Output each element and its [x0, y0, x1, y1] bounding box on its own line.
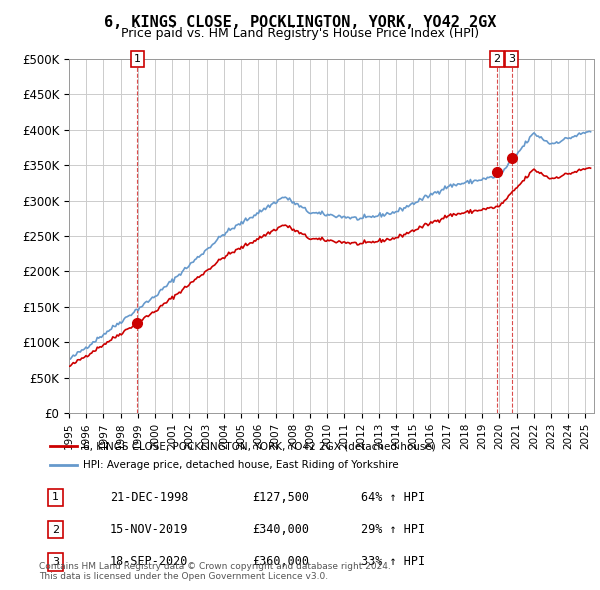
Text: 2: 2 [52, 525, 59, 535]
Text: HPI: Average price, detached house, East Riding of Yorkshire: HPI: Average price, detached house, East… [83, 460, 398, 470]
Text: 21-DEC-1998: 21-DEC-1998 [110, 491, 188, 504]
Text: £360,000: £360,000 [252, 555, 309, 568]
Text: 33% ↑ HPI: 33% ↑ HPI [361, 555, 425, 568]
Text: 64% ↑ HPI: 64% ↑ HPI [361, 491, 425, 504]
Text: Contains HM Land Registry data © Crown copyright and database right 2024.
This d: Contains HM Land Registry data © Crown c… [39, 562, 391, 581]
Text: 1: 1 [134, 54, 141, 64]
Text: 29% ↑ HPI: 29% ↑ HPI [361, 523, 425, 536]
Text: £340,000: £340,000 [252, 523, 309, 536]
Text: 6, KINGS CLOSE, POCKLINGTON, YORK, YO42 2GX (detached house): 6, KINGS CLOSE, POCKLINGTON, YORK, YO42 … [83, 441, 436, 451]
Text: 18-SEP-2020: 18-SEP-2020 [110, 555, 188, 568]
Text: 15-NOV-2019: 15-NOV-2019 [110, 523, 188, 536]
Text: 6, KINGS CLOSE, POCKLINGTON, YORK, YO42 2GX: 6, KINGS CLOSE, POCKLINGTON, YORK, YO42 … [104, 15, 496, 30]
Text: 3: 3 [508, 54, 515, 64]
Text: Price paid vs. HM Land Registry's House Price Index (HPI): Price paid vs. HM Land Registry's House … [121, 27, 479, 40]
Text: £127,500: £127,500 [252, 491, 309, 504]
Text: 1: 1 [52, 493, 59, 503]
Text: 2: 2 [494, 54, 500, 64]
Text: 3: 3 [52, 556, 59, 566]
